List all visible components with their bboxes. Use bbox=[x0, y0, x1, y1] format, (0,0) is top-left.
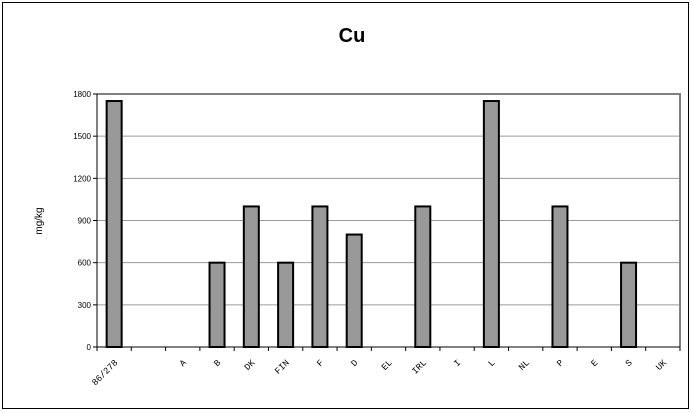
x-tick-label: F bbox=[315, 358, 326, 369]
bar bbox=[105, 100, 123, 349]
bar bbox=[208, 261, 226, 348]
x-tick-label: E bbox=[589, 358, 600, 369]
bar bbox=[277, 261, 295, 348]
x-tick-label: I bbox=[452, 358, 463, 369]
chart-title: Cu bbox=[339, 25, 366, 47]
y-axis-label: mg/kg bbox=[34, 207, 45, 234]
x-tick-label: D bbox=[349, 358, 360, 369]
x-tick-label: A bbox=[178, 358, 189, 369]
x-tick-label: DK bbox=[243, 358, 258, 373]
y-tick-label: 300 bbox=[78, 301, 92, 310]
y-tick-labels: 0 300 600 900 1200 1500 1800 bbox=[73, 90, 91, 352]
bar bbox=[620, 261, 638, 348]
bar bbox=[311, 205, 329, 348]
bar bbox=[242, 205, 260, 348]
x-tick-label: IRL bbox=[410, 358, 429, 377]
plot-border bbox=[97, 93, 681, 347]
gridlines bbox=[97, 135, 680, 306]
x-tick-label: NL bbox=[517, 358, 532, 373]
bars bbox=[105, 100, 638, 349]
x-tick-label: L bbox=[487, 358, 498, 369]
x-tick-label: S bbox=[624, 358, 635, 369]
y-tick-label: 900 bbox=[78, 217, 92, 226]
axes bbox=[93, 93, 681, 351]
x-tick-label: B bbox=[212, 358, 223, 369]
x-tick-label: FIN bbox=[273, 358, 292, 377]
x-tick-label: EL bbox=[380, 358, 395, 373]
bar bbox=[551, 205, 569, 348]
bar bbox=[345, 233, 363, 348]
x-tick-labels: 86/278 A B DK FIN F D EL IRL I L NL P E S UK bbox=[90, 358, 669, 388]
y-tick-label: 600 bbox=[78, 259, 92, 268]
bar bbox=[414, 205, 432, 348]
y-tick-label: 0 bbox=[87, 343, 92, 352]
x-tick-label: P bbox=[555, 358, 566, 369]
y-tick-label: 1200 bbox=[73, 174, 91, 183]
x-tick-label: 86/278 bbox=[90, 358, 120, 388]
y-tick-label: 1500 bbox=[73, 132, 91, 141]
bar bbox=[482, 100, 500, 349]
x-tick-label: UK bbox=[654, 358, 669, 373]
y-tick-label: 1800 bbox=[73, 90, 91, 99]
